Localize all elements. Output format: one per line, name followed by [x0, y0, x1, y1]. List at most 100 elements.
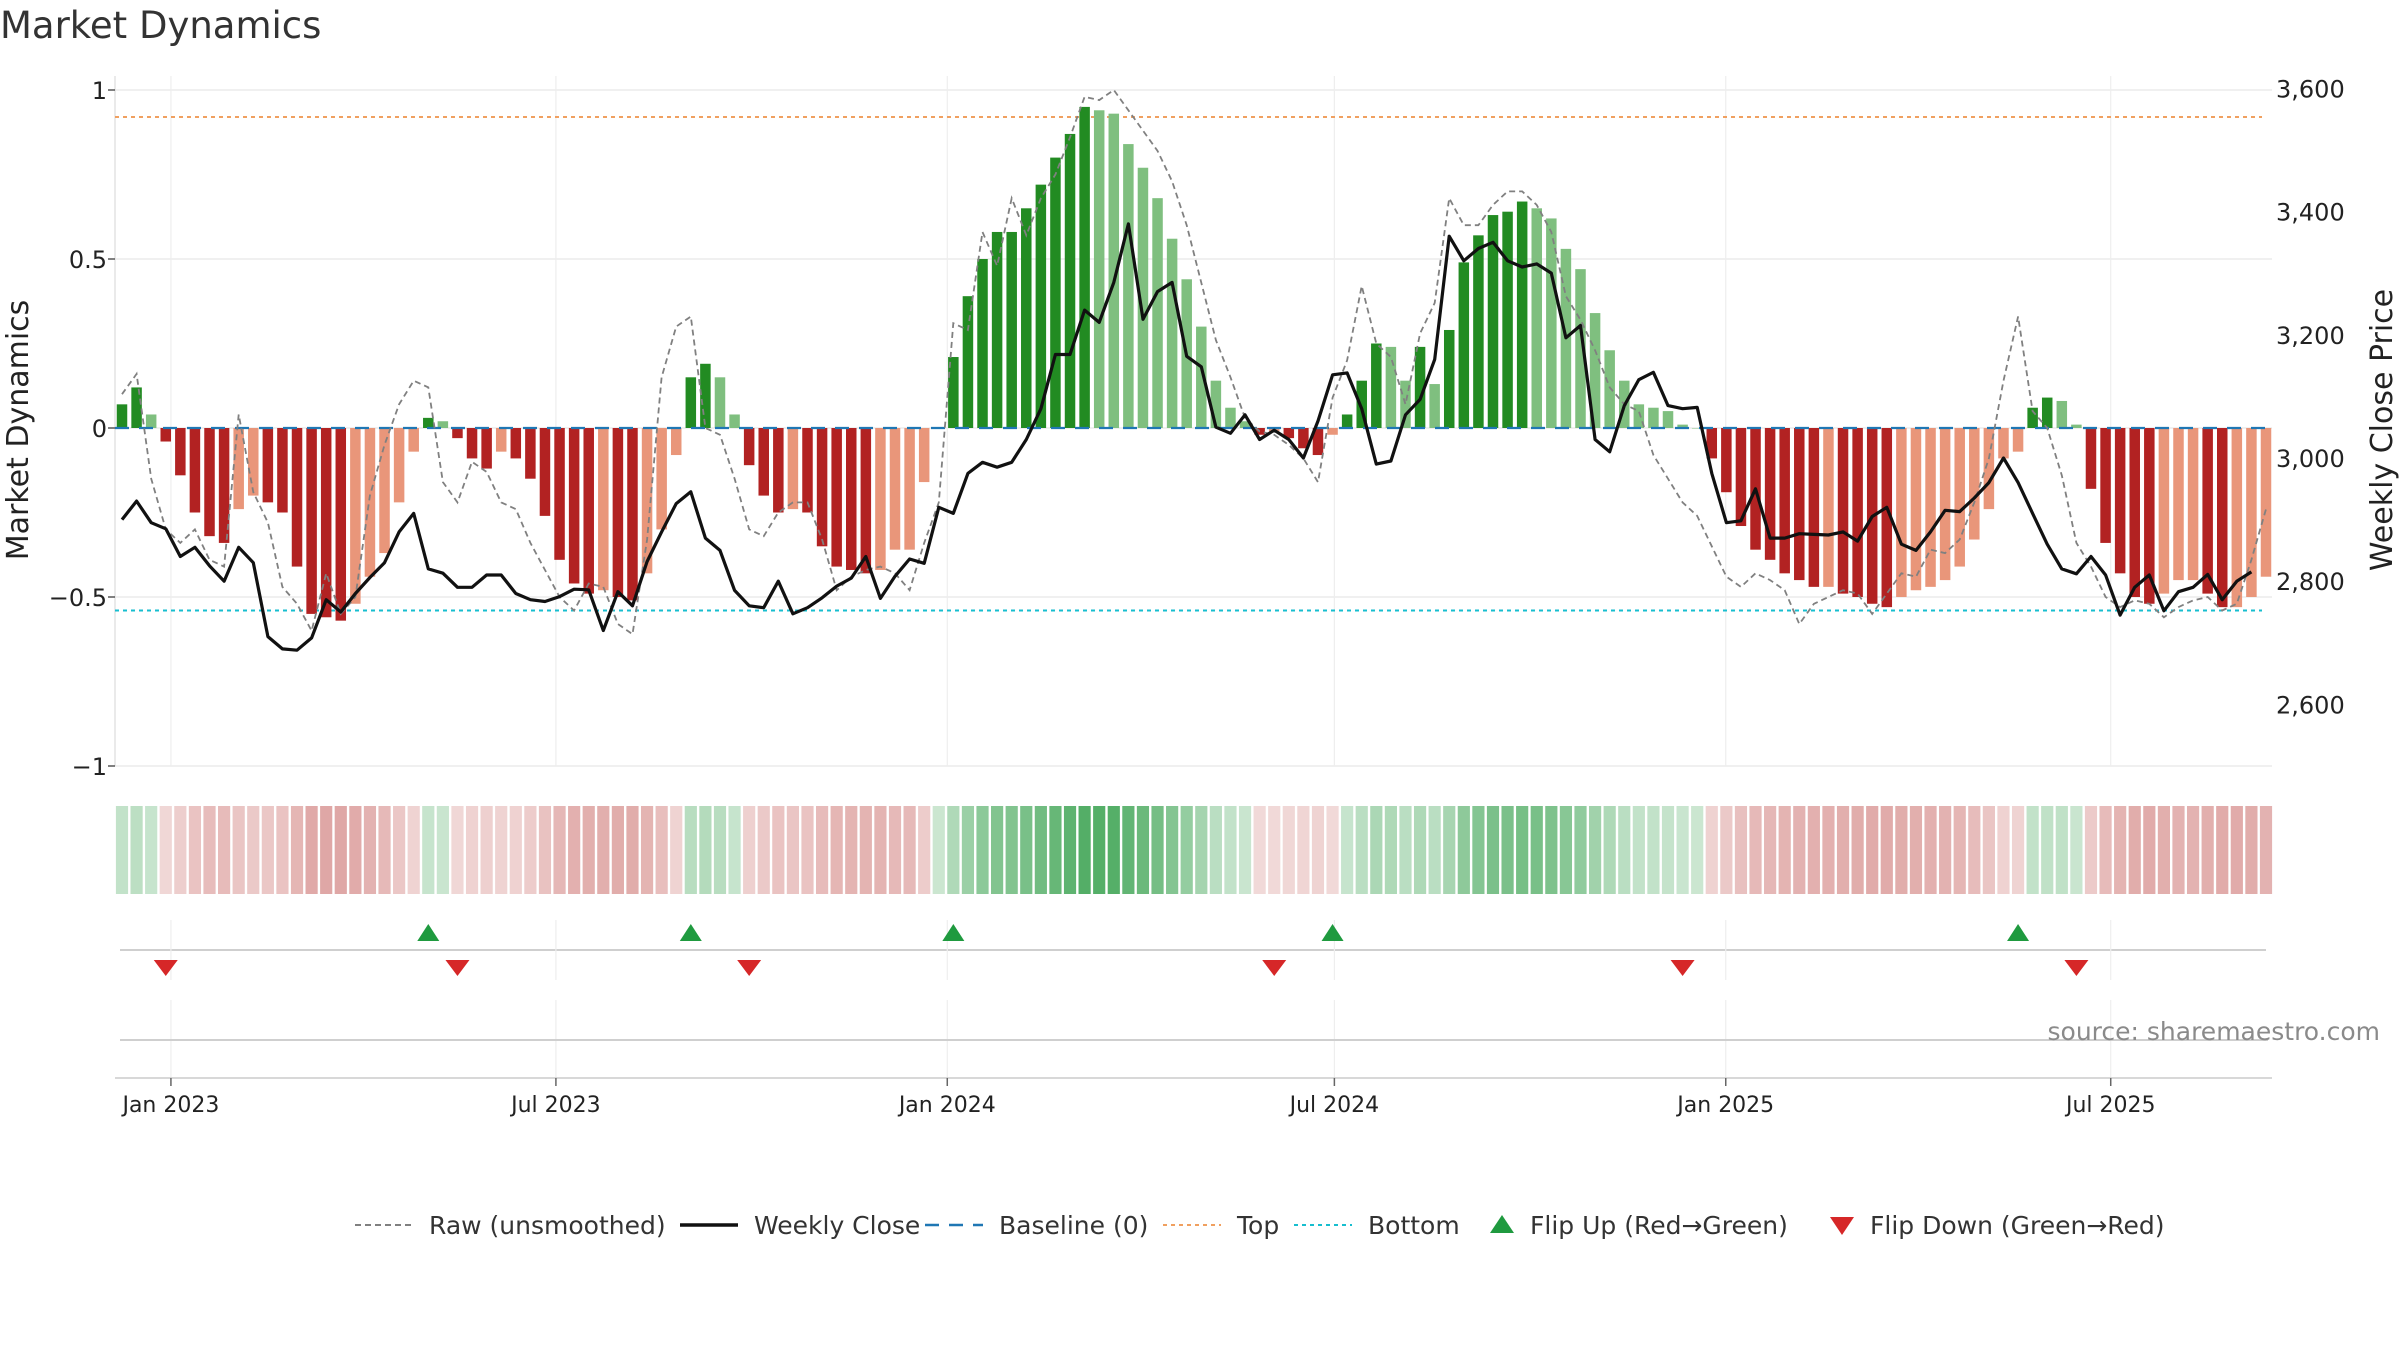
- strip-cell: [2114, 806, 2127, 894]
- dynamics-bar: [2246, 428, 2257, 597]
- dynamics-bar: [2071, 424, 2082, 428]
- dynamics-bar: [1166, 238, 1178, 428]
- right-axis: Weekly Close Price 3,600 3,400 3,200 3,000 2…: [2276, 75, 2400, 719]
- dynamics-bar: [758, 428, 769, 496]
- strip-cell: [1355, 806, 1368, 894]
- dynamics-bar: [598, 428, 609, 591]
- strip-cell: [1034, 806, 1047, 894]
- strip-cell: [1136, 806, 1150, 894]
- right-tick-label: 3,400: [2276, 199, 2345, 227]
- dynamics-bar: [2187, 428, 2199, 581]
- flip-down-marker: [153, 960, 178, 976]
- dynamics-bar: [831, 428, 842, 567]
- dynamics-bar: [802, 428, 813, 513]
- dynamics-bar: [1721, 428, 1732, 493]
- strip-cell: [1209, 806, 1222, 894]
- dynamics-bar: [1064, 133, 1076, 428]
- strip-cell: [801, 806, 814, 894]
- strip-cell: [334, 806, 347, 894]
- dynamics-bar: [1443, 329, 1455, 428]
- dynamics-bar: [525, 428, 536, 479]
- strip-cell: [713, 806, 727, 894]
- x-tick-label: Jan 2023: [120, 1093, 219, 1118]
- strip-cell: [159, 806, 172, 894]
- dynamics-bar: [1896, 428, 1907, 597]
- strip-cell: [1166, 806, 1179, 894]
- flip-up-marker: [2007, 924, 2030, 941]
- dynamics-bar: [787, 428, 799, 510]
- dynamics-bar: [846, 428, 857, 570]
- strip-cell: [743, 806, 756, 894]
- dynamics-bar: [1050, 157, 1061, 428]
- dynamics-bar: [1589, 313, 1601, 428]
- dynamics-bar: [1779, 428, 1790, 574]
- dynamics-bar: [160, 428, 172, 442]
- dynamics-bar: [1414, 346, 1426, 428]
- dynamics-bar: [1575, 269, 1586, 428]
- strip-cell: [611, 806, 624, 894]
- strip-cell: [1807, 806, 1820, 894]
- dynamics-bar: [1371, 343, 1382, 428]
- dynamics-bar: [350, 428, 361, 604]
- reference-lines: [115, 116, 2262, 612]
- dynamics-bar: [1823, 428, 1834, 587]
- x-tick-label: Jul 2025: [2064, 1093, 2156, 1118]
- strip-cell: [1836, 806, 1850, 894]
- strip-cell: [320, 806, 333, 894]
- dynamics-bar: [116, 404, 128, 428]
- dynamics-bar: [1706, 428, 1718, 459]
- strip-cell: [568, 806, 581, 894]
- strip-cell: [422, 806, 435, 894]
- dynamics-bar: [2260, 428, 2272, 577]
- strip-cell: [1078, 806, 1091, 894]
- strip-cell: [393, 806, 406, 894]
- strip-cell: [553, 806, 566, 894]
- strip-cell: [1982, 806, 1995, 894]
- dynamics-bar: [1429, 384, 1440, 428]
- dynamics-bars: [115, 106, 2272, 621]
- strip-cell: [1370, 806, 1383, 894]
- dynamics-bar: [145, 414, 157, 428]
- dynamics-bar: [218, 428, 230, 543]
- strip-cell: [932, 806, 945, 894]
- strip-cell: [1457, 806, 1470, 894]
- dynamics-bar: [539, 428, 551, 516]
- left-axis: Market Dynamics 1 0.5 0 −0.5 −1: [1, 77, 115, 781]
- strip-cell: [1297, 806, 1310, 894]
- strip-cell: [2041, 806, 2054, 894]
- dynamics-bar: [1954, 428, 1965, 567]
- strip-cell: [247, 806, 260, 894]
- series-lines: [120, 88, 2267, 652]
- strip-cell: [480, 806, 493, 894]
- strip-cell: [363, 806, 377, 894]
- right-tick-label: 3,000: [2276, 445, 2345, 473]
- strip-cell: [1020, 806, 1033, 894]
- chart-title: Market Dynamics: [0, 4, 321, 47]
- legend-item-bottom: Bottom: [1294, 1211, 1460, 1240]
- dynamics-bar: [393, 428, 405, 503]
- strip-cell: [1705, 806, 1718, 894]
- strip-cell: [1822, 806, 1835, 894]
- x-tick-label: Jan 2025: [1675, 1093, 1774, 1118]
- legend: Raw (unsmoothed) Weekly Close Baseline (0)…: [355, 1211, 2165, 1240]
- strip-cell: [495, 806, 508, 894]
- strip-cell: [1924, 806, 1937, 894]
- dynamics-bar: [685, 377, 697, 428]
- dynamics-bar: [1764, 428, 1776, 560]
- strip-cell: [1093, 806, 1106, 894]
- strip-cell: [1851, 806, 1864, 894]
- strip-cell: [1472, 806, 1485, 894]
- weekly-close-line: [120, 222, 2253, 652]
- strip-cell: [1734, 806, 1748, 894]
- strip-cell: [1195, 806, 1208, 894]
- strip-cell: [290, 806, 304, 894]
- dynamics-bar: [583, 428, 594, 594]
- strip-cell: [1866, 806, 1879, 894]
- left-tick-label: 0.5: [69, 246, 107, 274]
- strip-cell: [1880, 806, 1893, 894]
- dynamics-bar: [875, 428, 886, 570]
- strip-cell: [1895, 806, 1908, 894]
- dynamics-bar: [306, 428, 317, 614]
- strip-cell: [684, 806, 697, 894]
- strip-cell: [815, 806, 829, 894]
